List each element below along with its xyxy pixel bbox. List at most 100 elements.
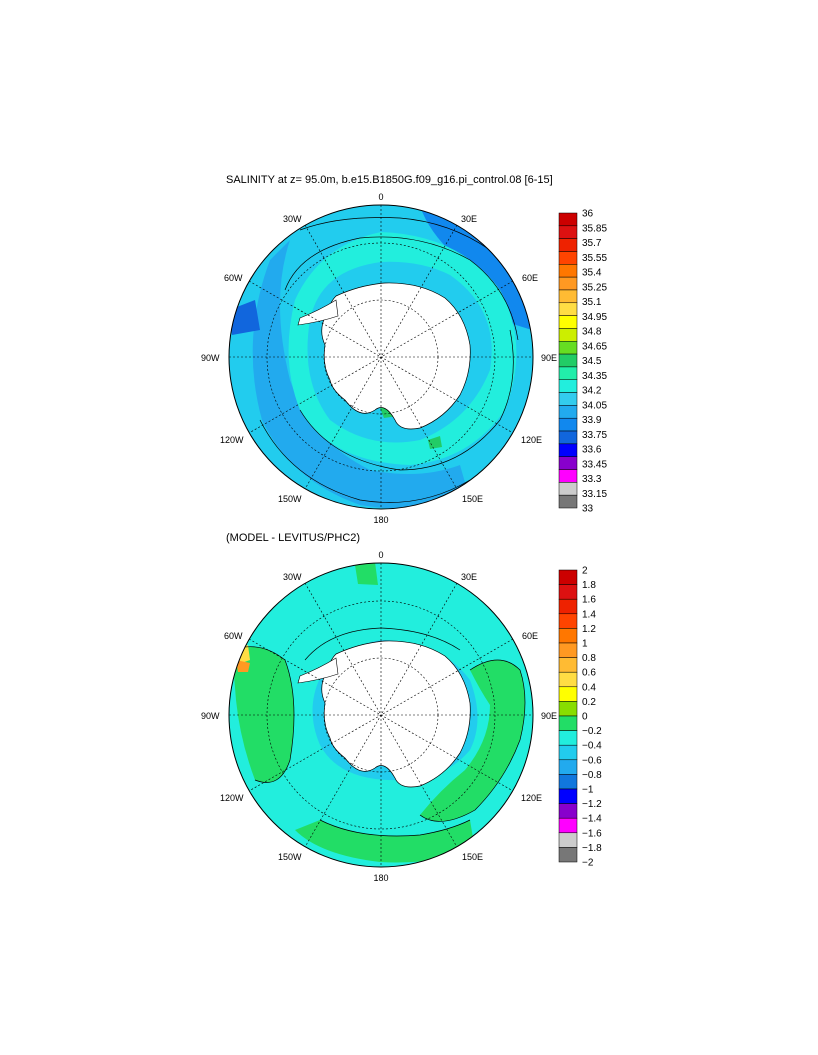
bottom-colorbar-swatch <box>558 584 578 600</box>
bottom-antarctic-peninsula <box>297 657 339 684</box>
bottom-colorbar-swatch <box>558 788 578 804</box>
bottom-lon-120w: 120W <box>220 793 244 803</box>
top-colorbar-label: 34.2 <box>582 386 602 397</box>
top-colorbar-label: 33.6 <box>582 445 602 456</box>
bottom-colorbar-label: −0.8 <box>582 770 602 781</box>
top-colorbar-swatch <box>558 353 578 368</box>
top-colorbar-label: 33.75 <box>582 430 607 441</box>
top-lon-60e: 60E <box>522 273 538 283</box>
bottom-map-border <box>228 562 534 868</box>
top-lon-120w: 120W <box>220 435 244 445</box>
bottom-colorbar-swatch <box>558 628 578 644</box>
bottom-colorbar-label: −0.2 <box>582 726 602 737</box>
bottom-graticule <box>229 563 533 867</box>
bottom-colorbar-label: 0.2 <box>582 697 596 708</box>
top-lon-30e: 30E <box>461 214 477 224</box>
top-colorbar-swatch <box>558 251 578 265</box>
top-colorbar-swatch <box>558 225 578 239</box>
bottom-colorbar-label: −1.4 <box>582 814 602 825</box>
top-lon-120e: 120E <box>521 435 542 445</box>
top-colorbar-label: 35.85 <box>582 223 607 234</box>
bottom-colorbar-label: 2 <box>582 566 588 577</box>
top-colorbar-swatch <box>558 443 578 457</box>
bottom-colorbar-swatch <box>558 730 578 746</box>
top-longitude-labels: 0 30E 60E 90E 120E 150E 180 150W 120W 90… <box>201 192 557 525</box>
bottom-colorbar-swatch <box>558 613 578 629</box>
top-lon-0: 0 <box>378 192 383 202</box>
bottom-colorbar-label: −1.6 <box>582 828 602 839</box>
bottom-map-title: (MODEL - LEVITUS/PHC2) <box>226 532 361 544</box>
top-colorbar-swatch <box>558 456 578 470</box>
top-colorbar-label: 33 <box>582 504 594 515</box>
bottom-colorbar-swatch <box>558 715 578 731</box>
bottom-colorbar-swatch <box>558 686 578 702</box>
top-graticule <box>229 205 533 509</box>
top-lon-150e: 150E <box>462 494 483 504</box>
top-colorbar-label: 33.45 <box>582 459 607 470</box>
top-colorbar-swatch <box>558 212 578 227</box>
top-colorbar-swatch <box>558 366 578 380</box>
bottom-colorbar-label: 1 <box>582 639 588 650</box>
bottom-colorbar-swatch <box>558 569 578 585</box>
top-map-border <box>228 204 534 510</box>
top-colorbar-label: 35.7 <box>582 238 602 249</box>
bottom-lon-30w: 30W <box>283 572 302 582</box>
top-colorbar-label: 36 <box>582 209 594 220</box>
bottom-lon-30e: 30E <box>461 572 477 582</box>
bottom-lon-120e: 120E <box>521 793 542 803</box>
top-contour-lines <box>259 217 519 503</box>
top-lon-90e: 90E <box>541 353 557 363</box>
bottom-lon-180: 180 <box>373 873 388 883</box>
bottom-lon-60e: 60E <box>522 631 538 641</box>
bottom-colorbar-swatch <box>558 744 578 761</box>
bottom-colorbar-swatch <box>558 817 578 834</box>
bottom-colorbar-swatch <box>558 671 578 688</box>
bottom-colorbar-swatch <box>558 701 578 717</box>
top-colorbar-label: 34.5 <box>582 356 602 367</box>
top-colorbar: 36 35.85 35.7 35.55 35.4 35.25 35.1 34.95 34.8 34… <box>558 209 607 515</box>
top-colorbar-label: 34.95 <box>582 312 607 323</box>
top-lon-60w: 60W <box>224 273 243 283</box>
top-colorbar-swatch <box>558 264 578 278</box>
top-antarctica-landmass <box>321 282 471 430</box>
top-colorbar-label: 35.1 <box>582 297 602 308</box>
top-colorbar-swatch <box>558 379 578 393</box>
bottom-lon-150w: 150W <box>278 852 302 862</box>
bottom-colorbar-label: −0.4 <box>582 741 602 752</box>
bottom-colorbar-label: −0.6 <box>582 755 602 766</box>
top-colorbar-label: 34.8 <box>582 327 602 338</box>
top-lon-30w: 30W <box>283 214 302 224</box>
bottom-polar-map <box>228 562 534 868</box>
bottom-colorbar-swatch <box>558 642 578 658</box>
top-colorbar-swatch <box>558 482 578 496</box>
top-lon-150w: 150W <box>278 494 302 504</box>
top-colorbar-label: 34.35 <box>582 371 607 382</box>
top-colorbar-swatch <box>558 417 578 432</box>
top-lon-180: 180 <box>373 515 388 525</box>
bottom-lon-90e: 90E <box>541 711 557 721</box>
top-colorbar-swatch <box>558 302 578 316</box>
bottom-lon-150e: 150E <box>462 852 483 862</box>
top-mid-band-west <box>252 240 470 509</box>
top-colorbar-swatch <box>558 430 578 445</box>
top-colorbar-label: 34.65 <box>582 341 607 352</box>
bottom-antarctica-landmass <box>321 640 471 788</box>
bottom-positive-anomaly-west <box>232 646 294 783</box>
top-antarctic-peninsula <box>297 299 339 326</box>
bottom-lon-0: 0 <box>378 550 383 560</box>
bottom-colorbar-swatch <box>558 657 578 673</box>
top-colorbar-swatch <box>558 328 578 342</box>
top-colorbar-label: 35.55 <box>582 253 607 264</box>
top-polar-map <box>228 204 534 510</box>
top-colorbar-swatch <box>558 469 578 483</box>
bottom-colorbar-label: 1.2 <box>582 624 596 635</box>
bottom-colorbar-label: −2 <box>582 858 594 869</box>
bottom-colorbar-label: 0.6 <box>582 668 596 679</box>
top-colorbar-swatch <box>558 405 578 419</box>
bottom-longitude-labels: 0 30E 60E 90E 120E 150E 180 150W 120W 90… <box>201 550 557 883</box>
bottom-colorbar-label: 0.8 <box>582 653 596 664</box>
bottom-colorbar-label: 0.4 <box>582 682 596 693</box>
bottom-colorbar-label: −1 <box>582 785 594 796</box>
bottom-colorbar-label: −1.8 <box>582 843 602 854</box>
